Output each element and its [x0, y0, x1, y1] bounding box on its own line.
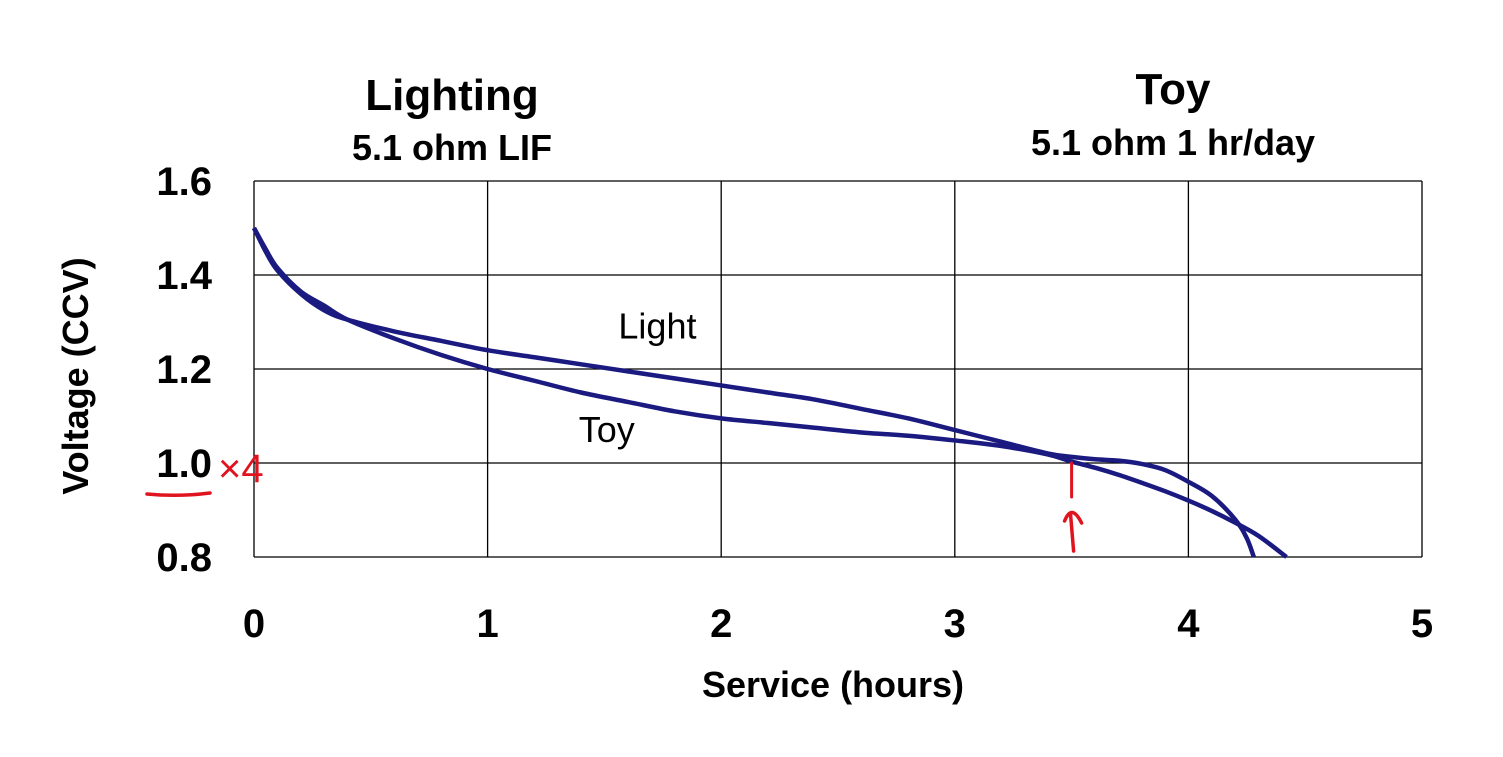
series-line-toy [252, 226, 1288, 559]
series-label-toy: Toy [579, 409, 635, 450]
grid-lines [253, 180, 1423, 558]
x-axis-label: Service (hours) [702, 664, 964, 705]
x-tick-label: 4 [1177, 602, 1200, 646]
series-label-light: Light [618, 305, 696, 346]
y-tick-label: 1.6 [156, 160, 212, 204]
chart-subtitle-lighting: 5.1 ohm LIF [352, 127, 552, 168]
y-tick-label: 0.8 [156, 536, 212, 580]
x-tick-label: 3 [944, 602, 966, 646]
y-tick-label: 1.2 [156, 348, 212, 392]
chart-title-lighting: Lighting [365, 71, 539, 120]
annotation-times-four: ×4 [218, 447, 264, 491]
annotation-up-arrow-icon [1062, 510, 1084, 553]
handwritten-annotations: ×4 [145, 447, 1084, 553]
x-tick-label: 2 [710, 602, 732, 646]
series-line-light [251, 226, 1256, 558]
tick-labels: 0 1 2 3 4 5 0.8 1.0 1.2 1.4 1.6 [156, 160, 1433, 646]
x-tick-label: 0 [243, 602, 265, 646]
series-lines [251, 226, 1288, 559]
y-axis-label: Voltage (CCV) [55, 257, 96, 494]
chart-subtitle-toy: 5.1 ohm 1 hr/day [1031, 122, 1315, 163]
y-tick-label: 1.0 [156, 442, 212, 486]
x-tick-label: 1 [476, 602, 498, 646]
annotation-underline [145, 491, 212, 498]
x-tick-label: 5 [1411, 602, 1433, 646]
chart-texts: Lighting 5.1 ohm LIF Toy 5.1 ohm 1 hr/da… [55, 65, 1315, 705]
chart-title-toy: Toy [1136, 65, 1211, 114]
y-tick-label: 1.4 [156, 254, 212, 298]
series-labels: Light Toy [579, 305, 697, 449]
